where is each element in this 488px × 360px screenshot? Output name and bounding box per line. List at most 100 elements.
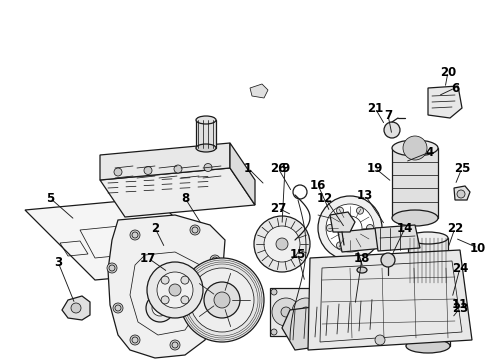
- Text: 3: 3: [54, 256, 62, 269]
- Circle shape: [209, 255, 220, 265]
- Circle shape: [366, 225, 373, 231]
- Polygon shape: [282, 298, 389, 350]
- Circle shape: [114, 168, 122, 176]
- Polygon shape: [100, 143, 229, 180]
- Circle shape: [264, 226, 299, 262]
- Circle shape: [152, 300, 168, 316]
- Circle shape: [130, 335, 140, 345]
- Circle shape: [336, 242, 343, 249]
- Circle shape: [181, 296, 188, 304]
- Ellipse shape: [196, 116, 216, 124]
- Circle shape: [203, 163, 212, 171]
- Circle shape: [291, 298, 319, 326]
- Text: 1: 1: [244, 162, 251, 175]
- Circle shape: [317, 196, 381, 260]
- Ellipse shape: [411, 298, 443, 306]
- Circle shape: [143, 166, 152, 175]
- Polygon shape: [329, 212, 354, 232]
- Text: 14: 14: [396, 221, 412, 234]
- Polygon shape: [229, 143, 254, 205]
- Ellipse shape: [405, 295, 449, 309]
- Circle shape: [356, 207, 363, 214]
- Ellipse shape: [356, 267, 366, 273]
- Polygon shape: [337, 228, 384, 252]
- Text: 9: 9: [280, 162, 288, 175]
- Bar: [391, 148, 437, 218]
- Polygon shape: [307, 250, 471, 350]
- Circle shape: [281, 307, 290, 317]
- Circle shape: [174, 165, 182, 173]
- Circle shape: [270, 289, 276, 295]
- Text: 19: 19: [366, 162, 383, 175]
- Circle shape: [383, 122, 399, 138]
- Circle shape: [157, 272, 193, 308]
- Circle shape: [271, 298, 299, 326]
- Text: 5: 5: [46, 192, 54, 204]
- Bar: [407, 238, 447, 283]
- Ellipse shape: [407, 232, 447, 244]
- Text: 12: 12: [316, 192, 332, 204]
- Circle shape: [415, 316, 439, 340]
- Text: 10: 10: [469, 242, 485, 255]
- Ellipse shape: [405, 339, 449, 353]
- Circle shape: [380, 253, 394, 267]
- Ellipse shape: [407, 277, 447, 289]
- Circle shape: [190, 225, 200, 235]
- Polygon shape: [25, 198, 224, 280]
- Polygon shape: [100, 168, 254, 217]
- Circle shape: [181, 276, 188, 284]
- Text: 8: 8: [181, 192, 189, 204]
- Text: 11: 11: [451, 298, 467, 311]
- Polygon shape: [108, 215, 224, 358]
- Circle shape: [107, 263, 117, 273]
- Circle shape: [314, 289, 320, 295]
- Text: 6: 6: [450, 81, 458, 95]
- Text: 13: 13: [356, 189, 372, 202]
- Ellipse shape: [391, 210, 437, 226]
- Circle shape: [190, 268, 253, 332]
- Circle shape: [214, 292, 229, 308]
- Circle shape: [161, 276, 169, 284]
- Circle shape: [421, 322, 433, 334]
- Text: 23: 23: [451, 302, 467, 315]
- Polygon shape: [62, 296, 90, 320]
- Text: 26: 26: [269, 162, 285, 175]
- Circle shape: [203, 282, 240, 318]
- Circle shape: [147, 262, 203, 318]
- Ellipse shape: [405, 303, 449, 317]
- Circle shape: [356, 242, 363, 249]
- Circle shape: [157, 305, 163, 311]
- Polygon shape: [374, 225, 419, 251]
- Circle shape: [402, 136, 426, 160]
- Circle shape: [326, 225, 333, 231]
- Text: 21: 21: [366, 102, 382, 114]
- Circle shape: [314, 329, 320, 335]
- Circle shape: [170, 340, 180, 350]
- Text: 7: 7: [383, 108, 391, 122]
- Bar: [196, 120, 216, 148]
- Circle shape: [71, 303, 81, 313]
- Circle shape: [253, 216, 309, 272]
- Text: 24: 24: [451, 261, 467, 274]
- Text: 25: 25: [453, 162, 469, 175]
- Circle shape: [113, 303, 123, 313]
- Bar: [269, 288, 321, 336]
- Circle shape: [169, 284, 181, 296]
- Ellipse shape: [196, 144, 216, 152]
- Circle shape: [204, 305, 215, 315]
- Text: 2: 2: [151, 221, 159, 234]
- Text: 22: 22: [446, 221, 462, 234]
- Text: 16: 16: [309, 179, 325, 192]
- Polygon shape: [427, 86, 461, 118]
- Circle shape: [161, 296, 169, 304]
- Circle shape: [301, 307, 310, 317]
- Circle shape: [270, 329, 276, 335]
- Circle shape: [336, 207, 343, 214]
- Polygon shape: [249, 84, 267, 98]
- Text: 4: 4: [425, 145, 433, 158]
- Text: 18: 18: [353, 252, 369, 265]
- Circle shape: [374, 335, 384, 345]
- Circle shape: [130, 230, 140, 240]
- Polygon shape: [453, 186, 469, 200]
- Circle shape: [180, 258, 264, 342]
